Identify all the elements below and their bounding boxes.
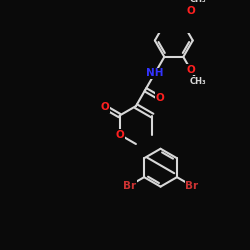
Text: O: O — [186, 65, 195, 75]
Text: O: O — [115, 130, 124, 140]
Text: O: O — [186, 6, 195, 16]
Text: Br: Br — [185, 181, 198, 191]
Text: CH₃: CH₃ — [189, 77, 206, 86]
Text: NH: NH — [146, 68, 164, 78]
Text: O: O — [156, 93, 164, 103]
Text: Br: Br — [123, 181, 136, 191]
Text: CH₃: CH₃ — [189, 0, 206, 4]
Text: O: O — [101, 102, 110, 112]
